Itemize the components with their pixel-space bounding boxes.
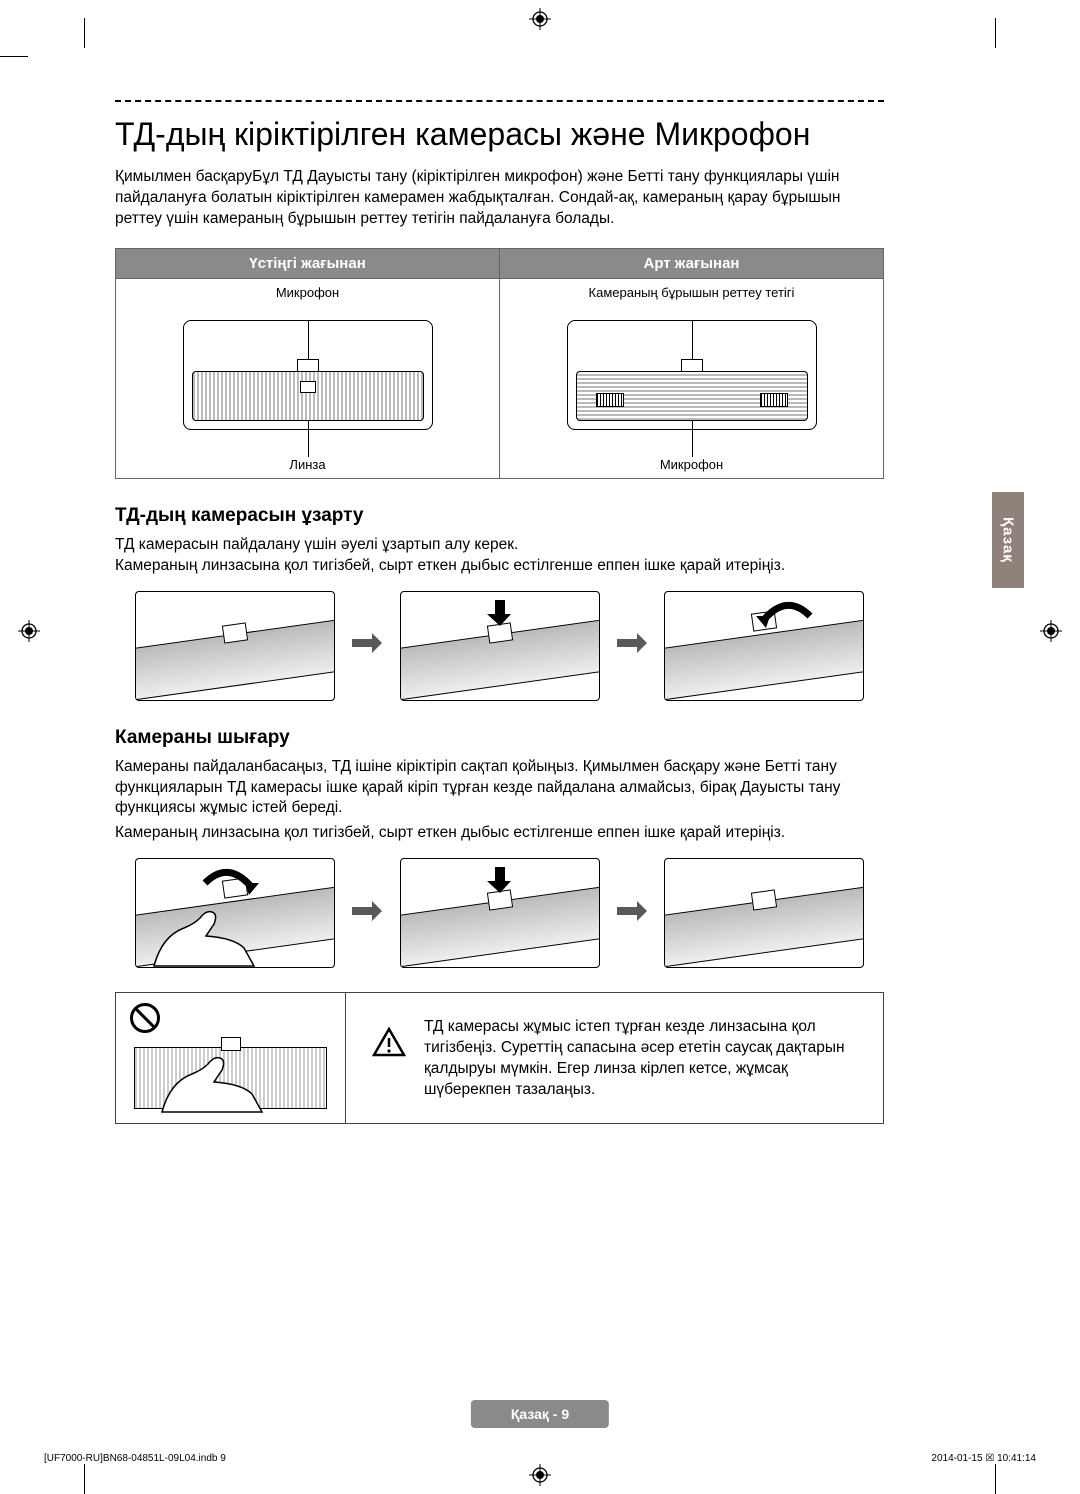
diagram-top-view	[116, 300, 499, 450]
step-image	[135, 858, 335, 968]
hand-icon	[152, 1034, 272, 1119]
caution-icon	[372, 1027, 406, 1064]
table-cell-top-view: Микрофон Линза	[116, 278, 500, 478]
crop-mark	[84, 1464, 85, 1494]
arrow-right-icon	[350, 899, 384, 928]
section1-p1: ТД камерасын пайдалану үшін әуелі ұзарты…	[115, 535, 884, 556]
section2-p1: Камераны пайдаланбасаңыз, ТД ішіне кірік…	[115, 757, 884, 820]
arrow-right-icon	[615, 899, 649, 928]
caption-angle-lever: Камераның бұрышын реттеу тетігі	[500, 285, 883, 300]
step-image	[400, 591, 600, 701]
section1-p2: Камераның линзасына қол тигізбей, сырт е…	[115, 556, 884, 577]
crop-mark	[995, 1464, 996, 1494]
registration-mark-right	[1040, 620, 1062, 642]
registration-mark-bottom	[529, 1464, 551, 1486]
arrow-right-icon	[350, 631, 384, 660]
section1-heading: ТД-дың камерасын ұзарту	[115, 505, 884, 527]
language-tab-label: Қазақ	[1000, 517, 1017, 563]
page-title: ТД-дың кіріктірілген камерасы және Микро…	[115, 116, 884, 153]
page: Қазақ ТД-дың кіріктірілген камерасы және…	[0, 0, 1080, 1494]
crop-mark	[0, 56, 28, 57]
section2-heading: Камераны шығару	[115, 727, 884, 749]
footer-timestamp: 2014-01-15 ☒ 10:41:14	[931, 1453, 1036, 1464]
registration-mark-left	[18, 620, 40, 642]
footer-filename: [UF7000-RU]BN68-04851L-09L04.indb 9	[44, 1453, 226, 1464]
language-tab: Қазақ	[992, 492, 1024, 588]
footer-line: [UF7000-RU]BN68-04851L-09L04.indb 9 2014…	[44, 1453, 1036, 1464]
crop-mark	[84, 18, 85, 48]
warning-box: ТД камерасы жұмыс істеп тұрған кезде лин…	[115, 992, 884, 1124]
crop-mark	[995, 18, 996, 48]
push-down-icon	[487, 598, 513, 633]
push-down-icon	[487, 865, 513, 900]
step-image	[664, 591, 864, 701]
page-number-label: Қазақ - 9	[511, 1406, 569, 1422]
page-number-pill: Қазақ - 9	[471, 1400, 609, 1428]
registration-mark-top	[529, 8, 551, 30]
diagram-rear-view	[500, 300, 883, 450]
caption-mic: Микрофон	[116, 285, 499, 300]
hand-icon	[144, 888, 264, 968]
warning-text: ТД камерасы жұмыс істеп тұрған кезде лин…	[424, 1017, 867, 1101]
caption-mic-rear: Микрофон	[500, 457, 883, 472]
warning-illustration	[116, 993, 346, 1123]
step-image	[664, 858, 864, 968]
table-head-right: Арт жағынан	[500, 248, 884, 278]
step-image	[400, 858, 600, 968]
content-area: ТД-дың кіріктірілген камерасы және Микро…	[115, 100, 884, 1124]
step-image	[135, 591, 335, 701]
intro-paragraph: Қимылмен басқаруБұл ТД Дауысты тану (кір…	[115, 167, 884, 230]
section2-p2: Камераның линзасына қол тигізбей, сырт е…	[115, 823, 884, 844]
caption-lens: Линза	[116, 457, 499, 472]
arrow-right-icon	[615, 631, 649, 660]
dashed-rule	[115, 100, 884, 102]
table-head-left: Үстіңгі жағынан	[116, 248, 500, 278]
section1-steps	[135, 591, 864, 701]
views-table: Үстіңгі жағынан Арт жағынан Микрофон	[115, 248, 884, 479]
section2-steps	[135, 858, 864, 968]
rotate-arrow-icon	[752, 596, 822, 635]
prohibit-icon	[130, 1003, 160, 1033]
table-cell-rear-view: Камераның бұрышын реттеу тетігі Микрофон	[500, 278, 884, 478]
